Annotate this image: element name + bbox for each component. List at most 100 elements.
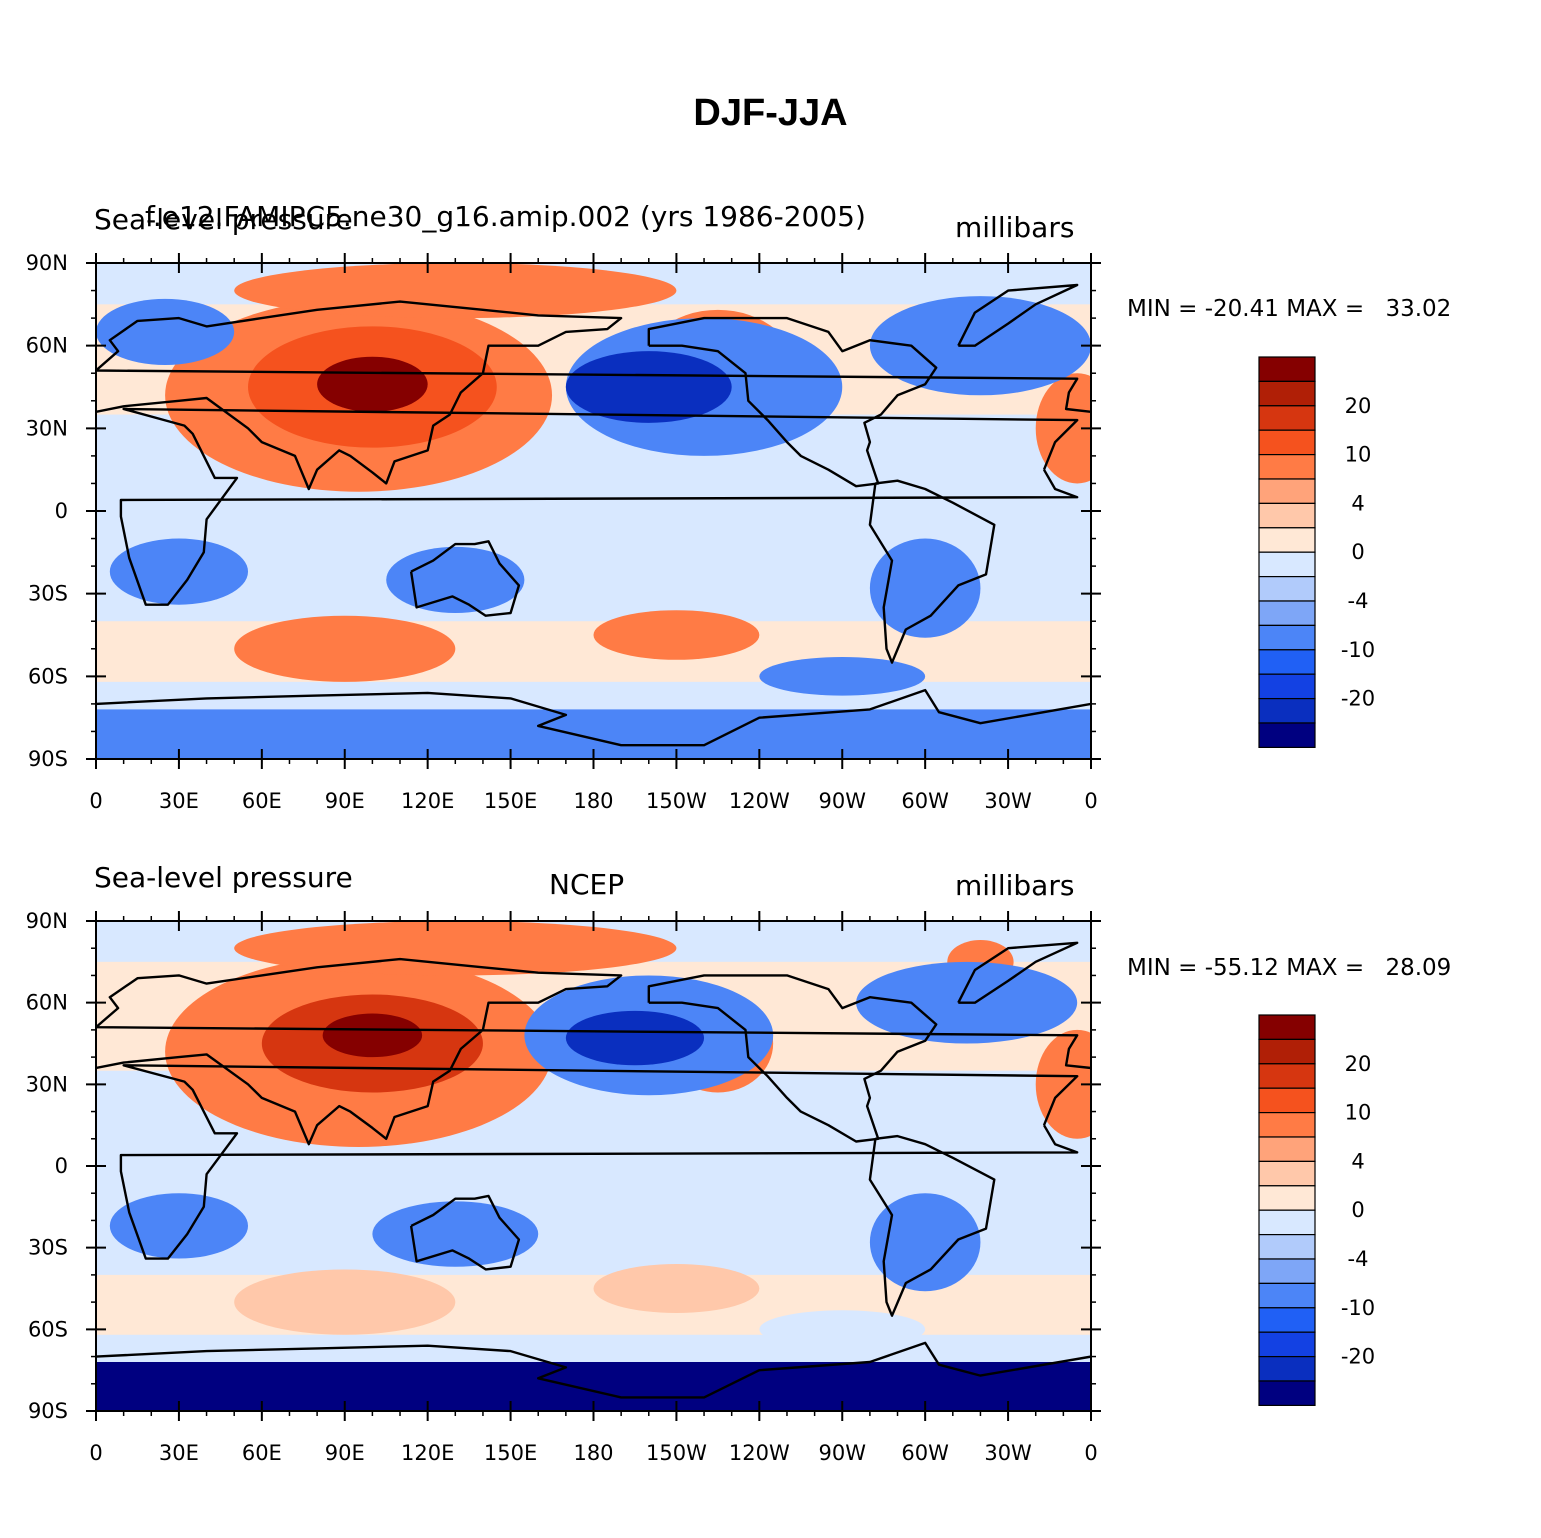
lon-tick-label: 120E [401,789,454,813]
lat-tick-label: 60S [28,664,68,688]
pressure-anomaly-region [322,1013,423,1058]
pressure-anomaly-region [565,1010,705,1066]
pressure-anomaly-region [109,1193,249,1259]
coastline [96,688,1091,747]
lon-tick-label: 0 [1084,1441,1097,1465]
coastline [409,540,521,617]
lat-tick-label: 90S [28,1399,68,1423]
lon-tick-label: 120W [729,789,790,813]
panel-2-min-label: MIN = [1127,955,1198,981]
coastline [96,300,1091,491]
lat-tick-label: 60N [26,334,68,358]
colorbar-swatch [1258,697,1316,724]
pressure-anomaly-region [759,657,926,696]
lon-tick-label: 90E [325,1441,365,1465]
panel-1-minmax: MIN = -20.41 MAX = 33.02 [1127,296,1451,322]
coastline [957,941,1079,1004]
coastline [119,407,1079,606]
colorbar-swatch [1258,1038,1316,1065]
colorbar-swatch [1258,1331,1316,1358]
lon-tick-label: 120W [729,1441,790,1465]
coastline [96,957,1091,1146]
pressure-anomaly-region [234,615,456,682]
coastline [647,316,938,488]
colorbar-swatch [1258,1014,1316,1040]
panel-1-right-label: millibars [955,211,1075,244]
lon-tick-label: 90E [325,789,365,813]
colorbar-swatch [1258,356,1316,382]
panel-2-max-label: MAX = [1286,955,1365,981]
colorbar-tick-label: -20 [1341,687,1375,711]
colorbar-swatch [1258,405,1316,431]
colorbar-swatch [1258,575,1316,602]
colorbar-tick-label: 0 [1351,1198,1364,1222]
colorbar-tick-label: 20 [1345,1052,1372,1076]
lon-tick-label: 0 [1084,789,1097,813]
pressure-anomaly-region [317,356,428,412]
colorbar-swatch [1258,1185,1316,1211]
panel-2-minmax: MIN = -55.12 MAX = 28.09 [1127,955,1451,981]
pressure-anomaly-region [234,1269,456,1335]
colorbar-tick-label: 10 [1345,443,1372,467]
colorbar-swatch [1258,1209,1316,1236]
lon-tick-label: 30E [159,1441,199,1465]
colorbar-swatch [1258,1136,1316,1162]
coastline [409,1194,521,1271]
lat-tick-label: 90N [26,251,68,275]
pressure-anomaly-region [869,1193,981,1292]
pressure-anomaly-region [109,538,249,605]
lon-tick-label: 60W [901,789,949,813]
lon-tick-label: 150E [484,1441,537,1465]
colorbar-tick-label: 0 [1351,540,1364,564]
lon-tick-label: 180 [573,1441,613,1465]
colorbar-tick-label: -10 [1341,1296,1375,1320]
lon-tick-label: 90W [819,1441,867,1465]
coastline [647,974,938,1143]
panel-1-center-label: f.e12.FAMIPC5.ne30_g16.amip.002 (yrs 198… [145,200,866,233]
colorbar-swatch [1258,1160,1316,1187]
lon-tick-label: 150W [646,789,707,813]
pressure-anomaly-region [759,1310,926,1349]
lat-tick-label: 60S [28,1317,68,1341]
coastline [957,283,1079,347]
colorbar-swatch [1258,1258,1316,1284]
colorbar-swatch [1258,502,1316,529]
colorbar-tick-label: 20 [1345,394,1372,418]
colorbar-swatch [1258,527,1316,553]
map-panel-1: 90N 60N 30N 0 30S 60S 90S 0 30E 60E 90E 120E 150E 180… [26,251,1101,813]
pressure-anomaly-region [593,1264,760,1313]
colorbar-swatch [1258,380,1316,407]
pressure-anomaly-region [565,351,732,423]
colorbar-tick-label: -20 [1341,1345,1375,1369]
panel-2-max-value: 28.09 [1385,955,1452,981]
colorbar-swatch [1258,673,1316,700]
lon-tick-label: 0 [89,1441,102,1465]
colorbar-swatch [1258,1307,1316,1333]
panel-1-min-value: -20.41 [1204,296,1279,322]
lat-tick-label: 0 [55,499,68,523]
pressure-anomaly-region [593,610,760,660]
colorbar-tick-label: -10 [1341,638,1375,662]
lon-tick-label: 30W [984,1441,1032,1465]
lon-tick-label: 60E [242,1441,282,1465]
panel-2-min-value: -55.12 [1204,955,1279,981]
colorbar-swatch [1258,600,1316,626]
pressure-anomaly-region [386,546,525,613]
colorbar-swatch [1258,1380,1316,1406]
colorbar-swatch [1258,1087,1316,1114]
colorbar-swatch [1258,1355,1316,1382]
colorbar-swatch [1258,1282,1316,1309]
lon-tick-label: 30W [984,789,1032,813]
colorbar-tick-label: -4 [1348,589,1369,613]
lat-tick-label: 90N [26,909,68,933]
pressure-anomaly-region [869,538,981,638]
panel-1-left-label: Sea-level pressure [94,203,353,236]
colorbar-swatch [1258,1111,1316,1138]
colorbar-swatch [1258,649,1316,675]
colorbar-swatch [1258,722,1316,748]
lon-tick-label: 0 [89,789,102,813]
lon-tick-label: 90W [819,789,867,813]
colorbar-swatch [1258,429,1316,456]
lon-tick-label: 180 [573,789,613,813]
